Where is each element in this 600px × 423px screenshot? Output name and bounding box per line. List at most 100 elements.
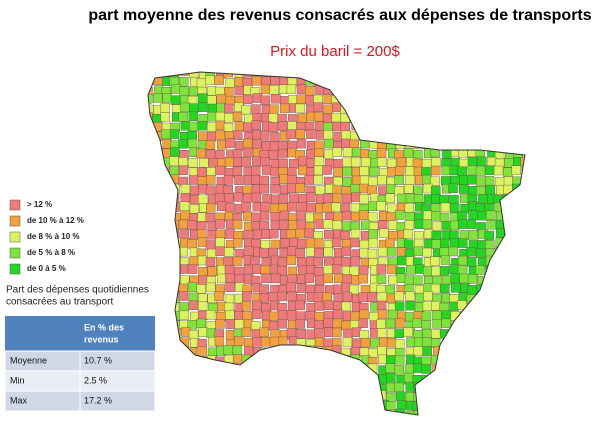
map-cell (457, 408, 467, 415)
map-cell (215, 319, 225, 329)
map-cell (404, 364, 415, 374)
map-cell (278, 148, 288, 159)
map-cell (387, 309, 398, 320)
map-cell (495, 210, 506, 221)
map-cell (153, 201, 163, 212)
map-cell (225, 273, 235, 283)
map-cell (433, 76, 443, 87)
map-cell (278, 382, 288, 393)
map-cell (215, 120, 226, 131)
map-cell (323, 72, 333, 77)
map-cell (431, 157, 441, 168)
map-cell (493, 311, 503, 321)
map-cell (511, 84, 522, 95)
map-cell (297, 364, 307, 374)
map-cell (522, 292, 525, 302)
map-cell (261, 410, 272, 415)
map-cell (153, 211, 164, 221)
map-cell (251, 401, 262, 412)
map-cell (250, 321, 261, 331)
map-cell (511, 72, 521, 79)
map-cell (252, 156, 262, 166)
legend-label: de 5 % à 8 % (27, 248, 75, 257)
map-cell (205, 140, 216, 150)
map-cell (260, 202, 270, 212)
legend-swatch (9, 199, 21, 211)
map-cell (421, 381, 432, 392)
map-cell (395, 122, 405, 132)
map-cell (253, 418, 262, 423)
map-cell (449, 121, 460, 132)
map-cell (359, 309, 369, 320)
map-cell (441, 391, 451, 402)
table-cell: Moyenne (10, 355, 47, 365)
map-cell (332, 354, 342, 365)
map-cell (260, 84, 271, 95)
map-cell (520, 103, 525, 114)
map-cell (495, 374, 505, 385)
map-cell (502, 85, 513, 96)
map-cell (207, 230, 217, 240)
map-cell (377, 72, 387, 77)
map-cell (271, 273, 281, 284)
map-cell (377, 292, 387, 302)
map-cell (442, 77, 452, 87)
map-cell (215, 410, 225, 415)
map-cell (350, 202, 361, 213)
map-cell (333, 318, 343, 329)
map-cell (495, 77, 505, 87)
map-cell (441, 318, 451, 329)
map-cell (352, 410, 362, 415)
map-cell (207, 103, 218, 114)
map-cell (189, 355, 199, 366)
table-cell: 10.7 % (84, 355, 112, 365)
map-cell (207, 95, 217, 105)
map-cell (170, 266, 181, 276)
map-cell (243, 230, 253, 240)
map-cell (323, 318, 333, 328)
map-cell (297, 410, 308, 415)
map-cell (296, 283, 307, 294)
map-cell (450, 203, 460, 213)
map-cell (333, 384, 343, 394)
map-cell (270, 212, 280, 222)
map-cell (187, 220, 197, 230)
map-cell (196, 78, 207, 88)
map-cell (223, 122, 234, 133)
map-cell (449, 301, 459, 312)
map-cell (450, 383, 460, 393)
map-cell (324, 327, 334, 337)
map-cell (252, 264, 262, 275)
map-cell (260, 365, 270, 375)
map-cell (332, 419, 341, 423)
map-cell (314, 248, 324, 258)
map-cell (512, 293, 522, 303)
map-cell (378, 337, 389, 347)
map-cell (148, 247, 155, 257)
map-cell (170, 147, 180, 157)
map-cell (225, 282, 235, 292)
map-cell (350, 228, 361, 239)
map-cell (486, 220, 497, 230)
map-cell (368, 103, 378, 113)
map-cell (405, 130, 415, 141)
map-cell (268, 399, 278, 409)
map-cell (242, 291, 252, 301)
map-cell (242, 94, 253, 105)
map-cell (432, 86, 442, 96)
map-cell (169, 156, 179, 166)
map-cell (323, 113, 333, 124)
map-cell (198, 131, 208, 141)
map-cell (511, 165, 522, 175)
map-cell (378, 76, 388, 86)
map-cell (441, 419, 450, 423)
map-cell (207, 391, 217, 402)
map-cell (520, 329, 525, 340)
map-cell (406, 337, 416, 347)
map-cell (323, 273, 334, 284)
map-cell (242, 383, 252, 393)
map-cell (441, 138, 451, 149)
map-cell (495, 354, 506, 365)
map-cell (430, 390, 441, 400)
map-cell (476, 112, 486, 123)
